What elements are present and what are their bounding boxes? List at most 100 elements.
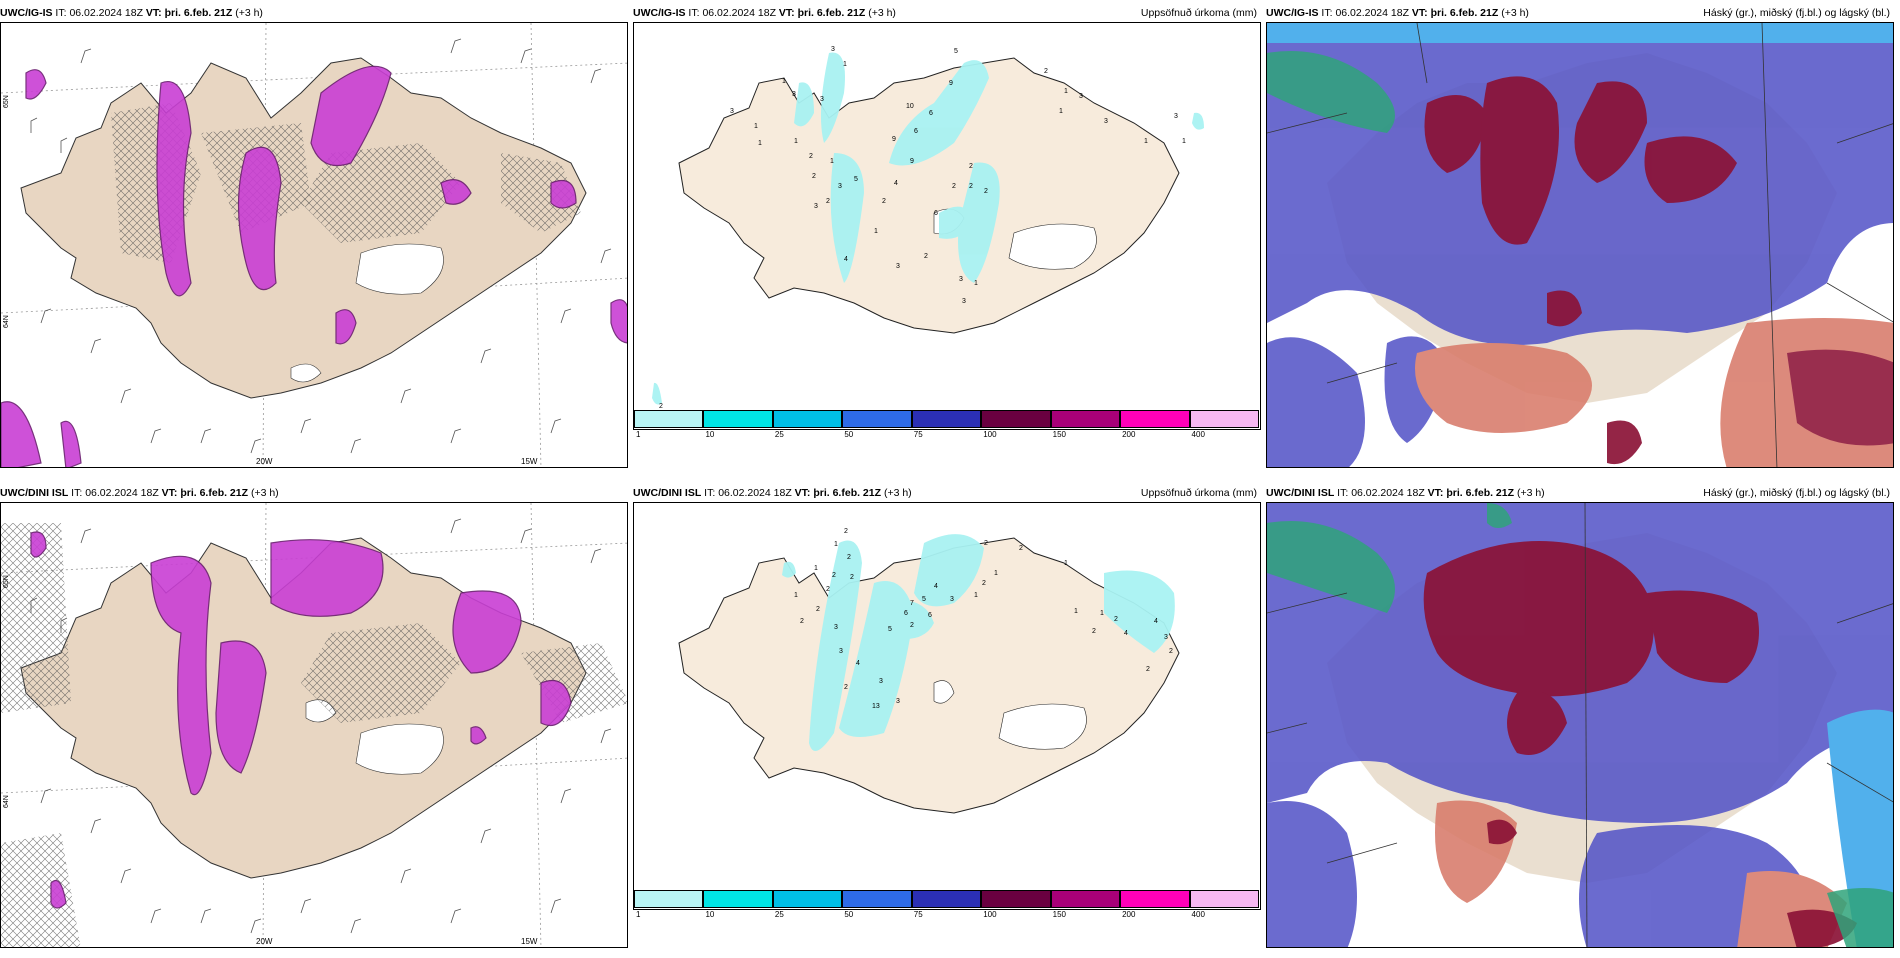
it-value: 06.02.2024 18Z [85, 487, 159, 499]
vt-value: þri. 6.feb. 21Z [1430, 7, 1499, 19]
colorbar-swatch [1120, 410, 1190, 428]
svg-text:1: 1 [1059, 108, 1063, 115]
svg-text:1: 1 [1144, 138, 1148, 145]
svg-text:2: 2 [910, 622, 914, 629]
svg-text:1: 1 [834, 541, 838, 548]
svg-text:2: 2 [984, 540, 988, 547]
colorbar-swatch [981, 890, 1051, 908]
it-label: IT: [688, 7, 700, 19]
panel-cloud-row2: UWC/DINI ISL IT: 06.02.2024 18Z VT: þri.… [1266, 480, 1894, 958]
svg-text:3: 3 [950, 596, 954, 603]
colorbar-swatch [842, 410, 912, 428]
lon-label: 15W [521, 937, 538, 946]
colorbar-swatch [1050, 410, 1121, 428]
it-value: 06.02.2024 18Z [702, 7, 776, 19]
svg-text:9: 9 [892, 136, 896, 143]
colorbar-tick: 150 [1052, 430, 1067, 439]
svg-text:3: 3 [838, 183, 842, 190]
svg-text:1: 1 [830, 158, 834, 165]
svg-text:4: 4 [894, 180, 898, 187]
svg-text:2: 2 [1114, 616, 1118, 623]
svg-text:7: 7 [910, 600, 914, 607]
wind-map: 20W 15W 65N 64N [0, 22, 628, 468]
it-value: 06.02.2024 18Z [1335, 7, 1409, 19]
vt-value: þri. 6.feb. 21Z [813, 487, 882, 499]
panel-header: UWC/IG-IS IT: 06.02.2024 18Z VT: þri. 6.… [1266, 7, 1894, 21]
svg-text:1: 1 [1074, 608, 1078, 615]
svg-text:2: 2 [826, 586, 830, 593]
colorbar-swatch [772, 890, 843, 908]
svg-text:3: 3 [814, 203, 818, 210]
svg-text:4: 4 [844, 256, 848, 263]
cloud-map [1266, 22, 1894, 468]
colorbar-tick: 75 [913, 430, 923, 439]
vt-label: VT: [145, 7, 162, 19]
svg-text:2: 2 [1044, 68, 1048, 75]
model-name: UWC/IG-IS [0, 7, 53, 19]
colorbar-tick: 200 [1122, 910, 1136, 919]
svg-text:2: 2 [800, 618, 804, 625]
lead-time: (+3 h) [1516, 487, 1545, 499]
panel-header: UWC/DINI ISL IT: 06.02.2024 18Z VT: þri.… [633, 487, 1261, 501]
colorbar-swatch [772, 410, 843, 428]
colorbar-tick: 25 [774, 910, 784, 919]
svg-text:3: 3 [962, 298, 966, 305]
svg-text:2: 2 [844, 528, 848, 535]
svg-text:2: 2 [844, 684, 848, 691]
colorbar-tick: 1 [636, 430, 641, 439]
panel-cloud-row1: UWC/IG-IS IT: 06.02.2024 18Z VT: þri. 6.… [1266, 0, 1894, 478]
svg-text:3: 3 [896, 263, 900, 270]
vt-label: VT: [161, 487, 178, 499]
svg-text:6: 6 [928, 612, 932, 619]
svg-text:2: 2 [1169, 648, 1173, 655]
cloud-map [1266, 502, 1894, 948]
lon-label: 20W [256, 457, 273, 466]
wind-map: 20W 15W 65N 64N [0, 502, 628, 948]
svg-text:2: 2 [816, 606, 820, 613]
svg-text:2: 2 [1146, 666, 1150, 673]
vt-label: VT: [778, 7, 795, 19]
svg-text:2: 2 [1019, 545, 1023, 552]
svg-text:2: 2 [847, 554, 851, 561]
colorbar-swatch [1050, 890, 1121, 908]
svg-text:2: 2 [882, 198, 886, 205]
svg-text:1: 1 [874, 228, 878, 235]
lon-label: 15W [521, 457, 538, 466]
svg-text:2: 2 [982, 580, 986, 587]
svg-text:9: 9 [949, 80, 953, 87]
svg-text:1: 1 [974, 280, 978, 287]
panel-wind-row2: UWC/DINI ISL IT: 06.02.2024 18Z VT: þri.… [0, 480, 628, 958]
svg-text:1: 1 [994, 570, 998, 577]
vt-value: þri. 6.feb. 21Z [797, 7, 866, 19]
lead-time: (+3 h) [868, 7, 896, 19]
colorbar-tick: 25 [774, 430, 784, 439]
svg-text:1: 1 [843, 61, 847, 68]
svg-text:4: 4 [1124, 630, 1128, 637]
vt-label: VT: [1411, 7, 1428, 19]
svg-text:2: 2 [1092, 628, 1096, 635]
it-label: IT: [1321, 7, 1333, 19]
panel-header: UWC/DINI ISL IT: 06.02.2024 18Z VT: þri.… [1266, 487, 1894, 501]
svg-text:3: 3 [1104, 118, 1108, 125]
svg-text:13: 13 [872, 703, 880, 710]
vt-label: VT: [794, 487, 811, 499]
svg-text:2: 2 [984, 188, 988, 195]
lat-label: 65N [3, 575, 10, 588]
svg-text:1: 1 [794, 138, 798, 145]
it-value: 06.02.2024 18Z [1351, 487, 1425, 499]
svg-text:3: 3 [834, 624, 838, 631]
svg-text:6: 6 [934, 210, 938, 217]
panel-title: Uppsöfnuð úrkoma (mm) [1140, 487, 1257, 499]
svg-text:3: 3 [1079, 93, 1083, 100]
panel-title: Uppsöfnuð úrkoma (mm) [1140, 7, 1257, 19]
svg-text:2: 2 [809, 153, 813, 160]
colorbar-swatch [981, 410, 1051, 428]
colorbar-tick: 50 [844, 910, 854, 919]
lead-time: (+3 h) [1501, 7, 1529, 19]
svg-text:3: 3 [820, 96, 824, 103]
svg-text:2: 2 [812, 173, 816, 180]
panel-header: UWC/IG-IS IT: 06.02.2024 18Z VT: þri. 6.… [0, 7, 628, 21]
svg-text:1: 1 [782, 78, 786, 85]
svg-text:5: 5 [854, 176, 858, 183]
